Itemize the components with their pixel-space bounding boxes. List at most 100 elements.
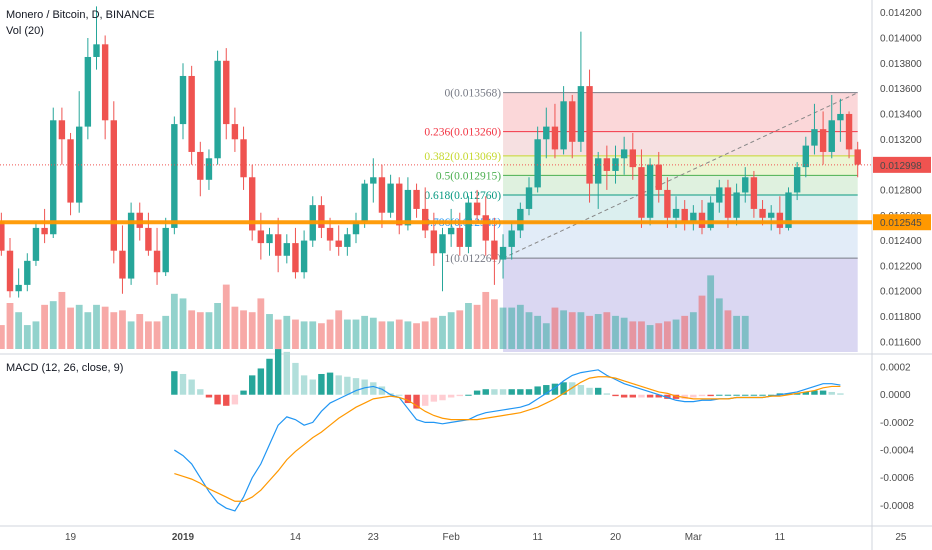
macd-histogram-bar xyxy=(300,375,308,395)
candle-body xyxy=(430,230,438,254)
volume-bar xyxy=(205,312,213,349)
candle-body xyxy=(742,177,749,193)
volume-bar xyxy=(309,321,317,349)
macd-histogram-bar xyxy=(768,394,775,396)
volume-bar xyxy=(49,301,57,349)
date-tick-label: Feb xyxy=(443,532,461,543)
volume-bar xyxy=(542,323,550,349)
candle-body xyxy=(422,208,429,231)
volume-bar xyxy=(395,319,403,349)
candle-body xyxy=(404,189,412,226)
price-tick-label: 0.012400 xyxy=(880,236,922,247)
volume-bar xyxy=(326,319,334,349)
macd-histogram-bar xyxy=(413,394,420,409)
macd-histogram-bar xyxy=(249,375,256,395)
volume-bar xyxy=(179,298,187,349)
candle-body xyxy=(378,177,386,213)
price-tick-label: 0.011600 xyxy=(880,337,921,348)
macd-histogram-bar xyxy=(750,394,758,396)
price-tick-label: 0.013200 xyxy=(880,135,922,146)
macd-histogram-bar xyxy=(560,382,567,395)
volume-bar xyxy=(343,319,351,349)
candle-body xyxy=(785,192,792,228)
volume-bar xyxy=(672,319,680,349)
fib-level-label: 0.5(0.012915) xyxy=(436,170,501,182)
candle-body xyxy=(854,149,861,165)
candle-body xyxy=(326,227,334,241)
candle-body xyxy=(153,250,161,273)
candle-body xyxy=(387,183,394,213)
volume-bar xyxy=(58,291,66,349)
macd-histogram-bar xyxy=(370,382,377,395)
volume-bar xyxy=(266,314,273,349)
volume-bar xyxy=(629,321,637,349)
candle-body xyxy=(577,86,585,142)
current-price-tag: 0.012998 xyxy=(880,161,922,172)
candle-body xyxy=(266,234,273,244)
volume-bar xyxy=(67,307,74,349)
macd-histogram-bar xyxy=(283,351,290,395)
volume-bar xyxy=(456,310,464,349)
candle-body xyxy=(300,240,308,273)
candle-body xyxy=(240,139,247,178)
volume-bar xyxy=(612,315,619,349)
macd-histogram-bar xyxy=(534,386,541,395)
volume-bar xyxy=(491,299,498,349)
candle-body xyxy=(482,215,489,241)
macd-tick-label: -0.0004 xyxy=(880,446,914,457)
fib-level-label: 0(0.013568) xyxy=(445,88,502,100)
macd-histogram-bar xyxy=(430,394,438,402)
volume-bar xyxy=(300,321,308,349)
macd-histogram-bar xyxy=(378,386,386,395)
candle-body xyxy=(110,120,117,251)
macd-histogram-bar xyxy=(759,394,766,396)
candle-body xyxy=(162,227,169,273)
candle-body xyxy=(491,240,498,260)
volume-bar xyxy=(551,307,559,349)
candle-body xyxy=(214,60,221,159)
price-tick-label: 0.012200 xyxy=(880,261,922,272)
candle-body xyxy=(716,187,723,203)
volume-bar xyxy=(473,304,481,349)
candle-body xyxy=(15,284,22,292)
macd-histogram-bar xyxy=(517,389,524,395)
candle-body xyxy=(257,230,265,244)
macd-histogram-bar xyxy=(188,379,195,395)
volume-bar xyxy=(101,306,109,349)
candle-body xyxy=(370,177,377,184)
volume-bar xyxy=(0,325,5,349)
support-price-tag: 0.012545 xyxy=(880,218,922,229)
candle-body xyxy=(58,120,66,140)
macd-tick-label: -0.0006 xyxy=(880,473,914,484)
candle-body xyxy=(819,129,827,152)
volume-bar xyxy=(222,284,230,349)
candle-body xyxy=(335,240,342,247)
volume-bar xyxy=(689,312,697,349)
volume-bar xyxy=(664,321,671,349)
macd-histogram-bar xyxy=(776,393,784,395)
volume-indicator-label[interactable]: Vol (20) xyxy=(6,25,44,37)
macd-histogram-bar xyxy=(733,394,740,396)
candle-body xyxy=(534,139,541,188)
candle-body xyxy=(837,113,844,121)
macd-histogram-bar xyxy=(422,394,429,406)
volume-bar xyxy=(84,312,92,349)
macd-histogram-bar xyxy=(491,389,498,395)
volume-bar xyxy=(170,293,178,349)
candle-body xyxy=(127,212,135,279)
macd-histogram-bar xyxy=(439,394,446,401)
macd-indicator-label[interactable]: MACD (12, 26, close, 9) xyxy=(6,362,123,374)
date-tick-label: 23 xyxy=(368,532,380,543)
macd-histogram-bar xyxy=(586,387,593,395)
candle-body xyxy=(768,212,775,218)
macd-histogram-bar xyxy=(326,372,334,395)
macd-histogram-bar xyxy=(318,373,325,395)
candle-body xyxy=(447,227,455,235)
volume-bar xyxy=(499,307,507,349)
volume-bar xyxy=(447,312,455,349)
fib-level-label: 0.236(0.013260) xyxy=(424,127,501,139)
volume-bar xyxy=(93,304,100,349)
macd-histogram-bar xyxy=(629,394,636,398)
fib-zone xyxy=(503,222,858,259)
